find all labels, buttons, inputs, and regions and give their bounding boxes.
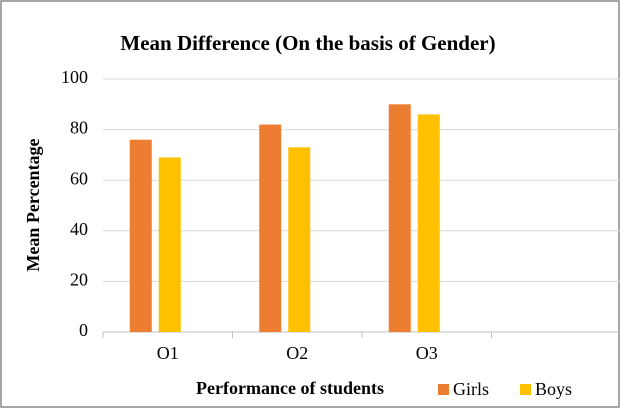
x-tick-label: O3 bbox=[416, 343, 438, 363]
y-tick-label: 0 bbox=[79, 320, 88, 340]
bar bbox=[129, 139, 152, 332]
x-axis-title: Performance of students bbox=[196, 378, 384, 398]
y-tick-label: 20 bbox=[70, 270, 88, 290]
y-tick-label: 60 bbox=[70, 168, 88, 188]
x-tick-label: O2 bbox=[286, 343, 308, 363]
y-tick-label: 80 bbox=[70, 118, 88, 138]
bar bbox=[259, 124, 282, 332]
x-tick-label: O1 bbox=[157, 343, 179, 363]
legend-swatch bbox=[520, 384, 531, 395]
bar bbox=[158, 157, 181, 332]
legend-swatch bbox=[438, 384, 449, 395]
y-axis-title: Mean Percentage bbox=[23, 138, 43, 271]
y-tick-label: 40 bbox=[70, 219, 88, 239]
bar bbox=[288, 147, 311, 332]
chart-title: Mean Difference (On the basis of Gender) bbox=[120, 31, 495, 55]
legend-label: Boys bbox=[535, 379, 572, 399]
bar bbox=[417, 114, 440, 332]
y-tick-label: 100 bbox=[61, 67, 88, 87]
bar bbox=[388, 104, 411, 332]
legend-label: Girls bbox=[453, 379, 489, 399]
